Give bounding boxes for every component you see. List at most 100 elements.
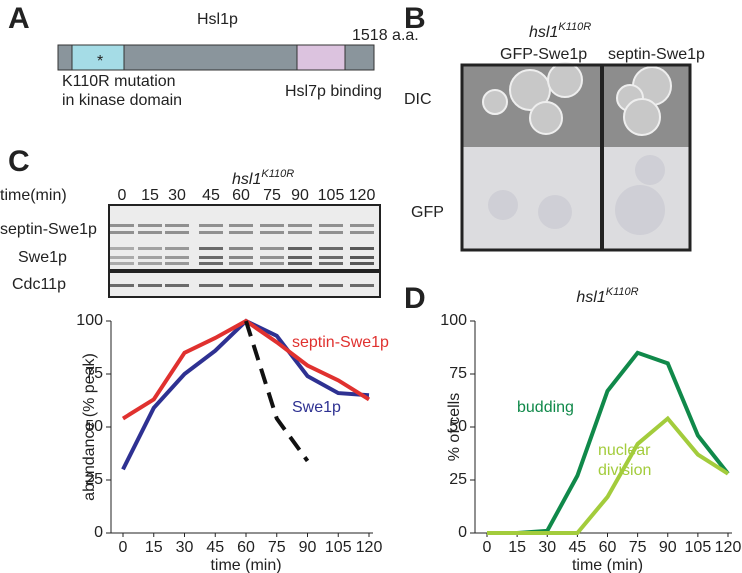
panel-label: C bbox=[8, 145, 30, 178]
band bbox=[110, 284, 134, 287]
band bbox=[229, 231, 253, 234]
band bbox=[319, 262, 343, 265]
band bbox=[229, 284, 253, 287]
x-tick-label: 15 bbox=[508, 539, 526, 556]
blot-box bbox=[108, 204, 381, 271]
series-label: septin-Swe1p bbox=[292, 334, 389, 351]
x-tick-label: 60 bbox=[599, 539, 617, 556]
series-line bbox=[244, 320, 310, 463]
band bbox=[229, 256, 253, 259]
band bbox=[199, 256, 223, 259]
strain-name: hsl1 bbox=[232, 171, 261, 188]
time-tick: 30 bbox=[168, 187, 186, 204]
band bbox=[110, 224, 134, 227]
row-label: DIC bbox=[404, 91, 432, 108]
x-tick-label: 45 bbox=[206, 539, 224, 556]
chart-title: hsl1K110R bbox=[576, 286, 638, 306]
time-tick: 60 bbox=[232, 187, 250, 204]
band bbox=[288, 256, 312, 259]
y-tick-label: 100 bbox=[440, 312, 467, 329]
band bbox=[138, 262, 162, 265]
panel-label: B bbox=[404, 2, 426, 35]
band bbox=[138, 256, 162, 259]
band bbox=[260, 284, 284, 287]
band bbox=[165, 262, 189, 265]
length: 1518 a.a. bbox=[352, 27, 419, 44]
column-label: septin-Swe1p bbox=[608, 46, 705, 63]
x-tick-label: 120 bbox=[715, 539, 742, 556]
band bbox=[165, 284, 189, 287]
band bbox=[229, 262, 253, 265]
binding-label: Hsl7p binding bbox=[285, 83, 382, 100]
time-tick: 90 bbox=[291, 187, 309, 204]
x-tick-label: 105 bbox=[685, 539, 712, 556]
blot-bands bbox=[110, 224, 374, 287]
x-tick-label: 0 bbox=[119, 539, 128, 556]
band-label: Swe1p bbox=[18, 249, 67, 266]
time-tick: 75 bbox=[263, 187, 281, 204]
band bbox=[319, 247, 343, 250]
y-tick-label: 50 bbox=[449, 418, 467, 435]
y-tick-label: 100 bbox=[76, 312, 103, 329]
band bbox=[199, 231, 223, 234]
band bbox=[319, 284, 343, 287]
band bbox=[199, 247, 223, 250]
band bbox=[350, 284, 374, 287]
band bbox=[260, 262, 284, 265]
time-tick: 120 bbox=[349, 187, 376, 204]
band bbox=[199, 262, 223, 265]
x-axis-label: time (min) bbox=[572, 557, 643, 573]
band bbox=[260, 247, 284, 250]
band bbox=[199, 284, 223, 287]
panel-label: A bbox=[8, 2, 30, 35]
series-label: Swe1p bbox=[292, 399, 341, 416]
band bbox=[319, 256, 343, 259]
band bbox=[288, 284, 312, 287]
band bbox=[319, 231, 343, 234]
strain: hsl1K110R bbox=[529, 21, 591, 41]
band bbox=[165, 256, 189, 259]
x-tick-label: 45 bbox=[568, 539, 586, 556]
y-axis-label: % of cells bbox=[446, 393, 463, 461]
band bbox=[319, 224, 343, 227]
column-label: GFP-Swe1p bbox=[500, 46, 587, 63]
band bbox=[288, 231, 312, 234]
band bbox=[260, 256, 284, 259]
panel-label: D bbox=[404, 282, 426, 315]
band bbox=[165, 224, 189, 227]
y-tick-label: 50 bbox=[85, 418, 103, 435]
series-line bbox=[487, 415, 730, 535]
strain-name: hsl1 bbox=[576, 289, 605, 306]
strain-allele: K110R bbox=[558, 21, 591, 33]
band bbox=[350, 224, 374, 227]
protein-name: Hsl1p bbox=[197, 11, 238, 28]
kinase-domain bbox=[71, 44, 125, 71]
band bbox=[350, 256, 374, 259]
x-tick-label: 0 bbox=[483, 539, 492, 556]
band bbox=[288, 224, 312, 227]
band bbox=[110, 256, 134, 259]
image-frame bbox=[460, 63, 692, 252]
x-tick-label: 105 bbox=[325, 539, 352, 556]
y-tick-label: 0 bbox=[94, 524, 103, 541]
x-tick-label: 15 bbox=[145, 539, 163, 556]
band-label: septin-Swe1p bbox=[0, 221, 97, 238]
band-label: Cdc11p bbox=[12, 276, 66, 293]
band bbox=[138, 231, 162, 234]
time-label: time(min) bbox=[0, 187, 67, 204]
time-tick: 0 bbox=[118, 187, 127, 204]
time-tick: 45 bbox=[202, 187, 220, 204]
y-tick-label: 25 bbox=[449, 471, 467, 488]
band bbox=[260, 224, 284, 227]
strain-allele: K110R bbox=[606, 286, 639, 298]
band bbox=[138, 247, 162, 250]
blot-strain: hsl1K110R bbox=[232, 168, 294, 188]
strain-name: hsl1 bbox=[529, 24, 558, 41]
band bbox=[260, 231, 284, 234]
x-tick-label: 60 bbox=[237, 539, 255, 556]
gfp-cells bbox=[488, 155, 665, 235]
band bbox=[138, 284, 162, 287]
x-tick-label: 75 bbox=[268, 539, 286, 556]
time-tick: 15 bbox=[141, 187, 159, 204]
